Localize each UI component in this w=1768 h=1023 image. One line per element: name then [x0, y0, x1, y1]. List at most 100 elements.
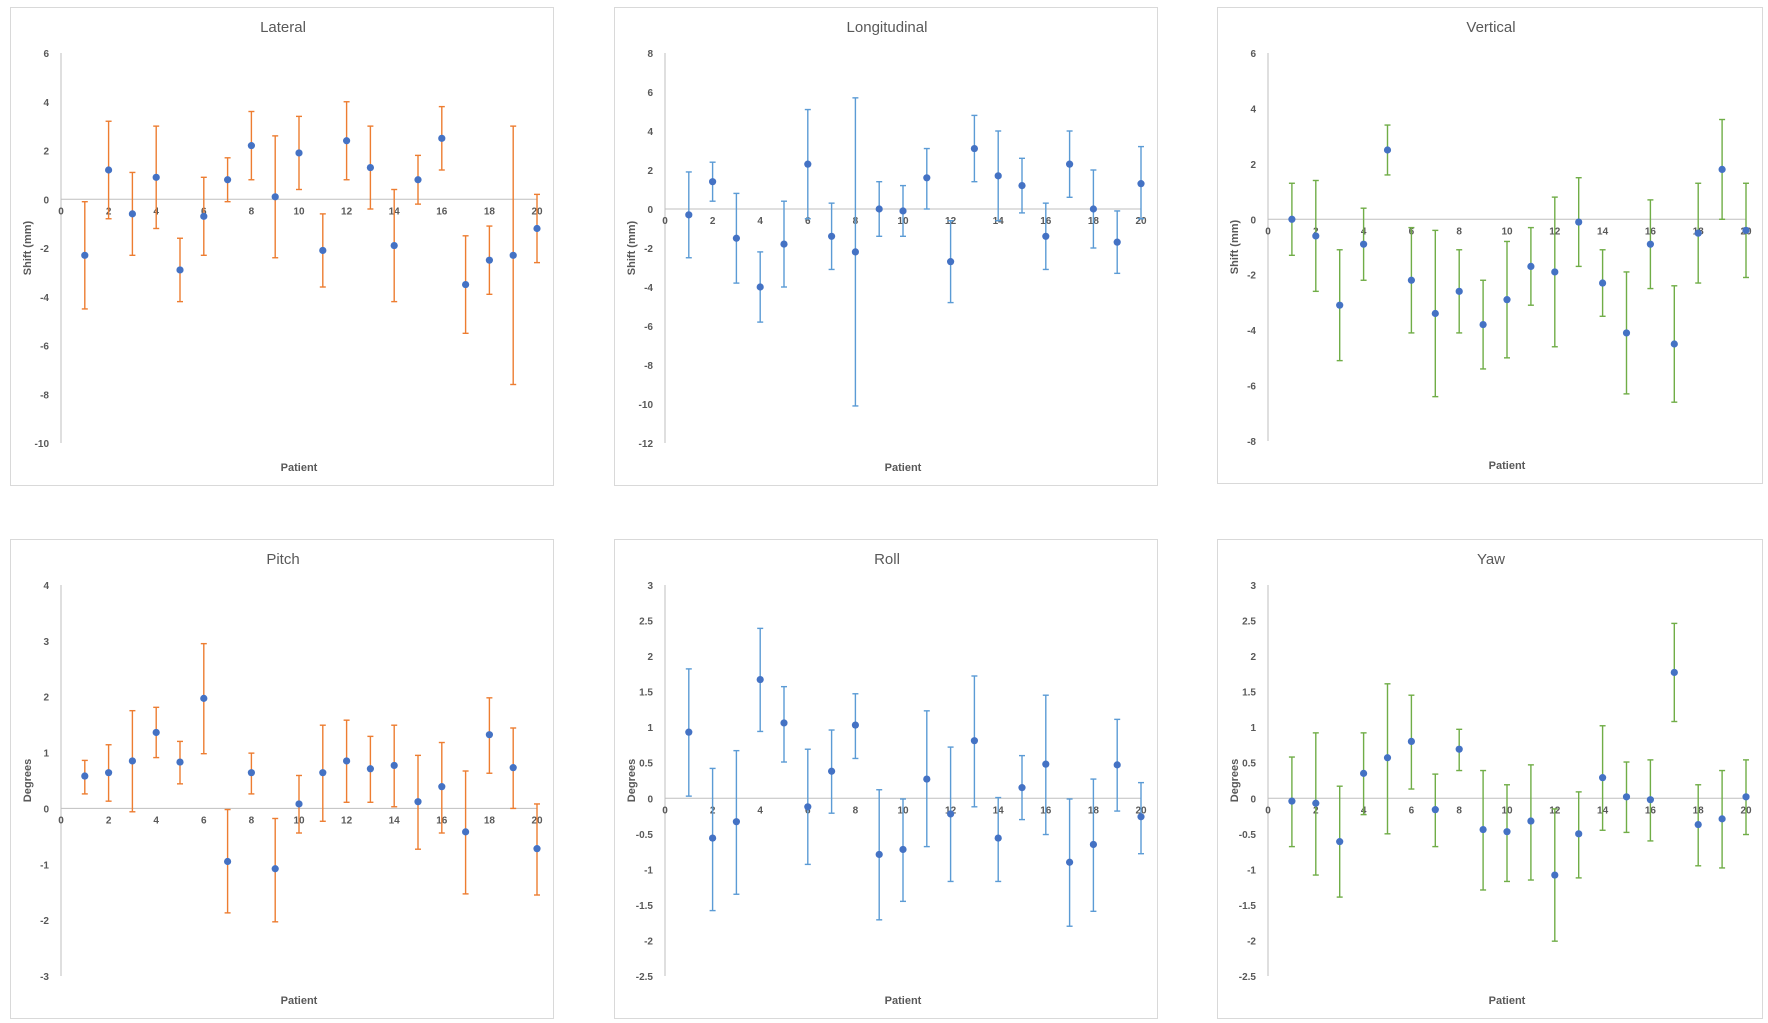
- data-point: [1479, 321, 1487, 329]
- data-point-group: [875, 789, 883, 921]
- data-point: [366, 765, 374, 773]
- y-tick-label: -1.5: [1239, 901, 1257, 912]
- data-point-group: [271, 135, 279, 259]
- data-point: [438, 134, 446, 142]
- data-point: [1336, 301, 1344, 309]
- data-point: [1089, 840, 1097, 849]
- data-point-group: [343, 719, 351, 803]
- x-tick-label: 10: [293, 206, 305, 217]
- data-point: [1407, 276, 1415, 284]
- chart-title: Vertical: [1466, 19, 1515, 36]
- data-point: [1551, 268, 1559, 276]
- y-tick-label: -1: [1247, 865, 1256, 876]
- data-point: [1137, 813, 1145, 821]
- y-tick-label: -2: [644, 936, 653, 947]
- data-point-group: [709, 161, 717, 202]
- data-point: [81, 772, 89, 780]
- data-point-group: [224, 157, 232, 203]
- data-point-group: [1527, 764, 1535, 881]
- data-point-group: [462, 770, 470, 895]
- x-axis-label: Patient: [885, 462, 922, 474]
- data-point: [1312, 232, 1320, 240]
- x-tick-label: 0: [1265, 226, 1271, 237]
- y-tick-label: 8: [647, 49, 653, 60]
- data-point-group: [1575, 177, 1583, 268]
- data-point: [414, 176, 422, 184]
- data-point-group: [1018, 157, 1026, 214]
- data-point-group: [438, 741, 446, 834]
- data-point-group: [1431, 773, 1439, 848]
- y-tick-label: 1: [43, 749, 49, 760]
- data-point: [1137, 180, 1145, 188]
- chart-lateral: Lateral-10-8-6-4-2024602468101214161820P…: [22, 19, 543, 474]
- data-point-group: [414, 754, 422, 850]
- x-tick-label: 0: [58, 815, 64, 826]
- y-tick-label: 0: [647, 205, 653, 216]
- data-point: [875, 850, 883, 859]
- data-point-group: [1503, 240, 1511, 359]
- y-tick-label: -3: [40, 972, 49, 983]
- data-point: [1742, 793, 1750, 801]
- data-point-group: [947, 746, 955, 883]
- data-point: [1018, 784, 1026, 792]
- data-point: [732, 818, 740, 826]
- data-point: [1646, 796, 1654, 804]
- y-tick-label: 3: [1250, 581, 1256, 592]
- y-tick-label: -2: [40, 244, 49, 255]
- data-point-group: [1312, 732, 1320, 876]
- data-point: [1527, 817, 1535, 825]
- x-tick-label: 0: [662, 805, 668, 816]
- y-tick-label: -10: [639, 400, 654, 411]
- data-point: [994, 172, 1002, 180]
- y-tick-label: -2: [1247, 936, 1256, 947]
- data-point-group: [1599, 725, 1607, 831]
- data-point-group: [923, 147, 931, 210]
- data-point-group: [105, 744, 113, 802]
- data-point: [1718, 165, 1726, 173]
- x-tick-label: 4: [153, 815, 159, 826]
- data-point-group: [1066, 798, 1074, 927]
- data-point: [1575, 830, 1583, 838]
- data-point: [200, 212, 208, 220]
- data-point: [1042, 232, 1050, 240]
- data-point-group: [1113, 210, 1121, 275]
- data-point-group: [247, 752, 255, 795]
- data-point: [1383, 146, 1392, 154]
- x-tick-label: 14: [993, 216, 1005, 227]
- data-point: [1018, 182, 1026, 190]
- y-tick-label: 6: [43, 49, 49, 60]
- y-tick-label: -2: [40, 916, 49, 927]
- data-point-group: [1551, 196, 1559, 348]
- data-point-group: [1312, 179, 1320, 293]
- data-point-group: [247, 110, 255, 181]
- chart-panel-vertical: Vertical-8-6-4-2024602468101214161820Pat…: [1217, 7, 1763, 484]
- data-point-group: [485, 697, 493, 774]
- data-point: [533, 845, 541, 853]
- data-point-group: [1137, 781, 1145, 855]
- data-point: [462, 280, 470, 289]
- chart-title: Roll: [874, 551, 900, 568]
- data-point: [1336, 838, 1344, 846]
- data-point-group: [1288, 182, 1296, 257]
- data-point: [1599, 774, 1607, 782]
- y-tick-label: -0.5: [636, 830, 654, 841]
- data-point: [1718, 815, 1726, 823]
- y-tick-label: 2: [1250, 652, 1256, 663]
- data-point: [343, 137, 351, 145]
- y-tick-label: -6: [40, 342, 49, 353]
- data-point: [685, 211, 693, 219]
- x-axis-label: Patient: [1489, 995, 1526, 1007]
- chart-longitudinal: Longitudinal-12-10-8-6-4-202468024681012…: [626, 19, 1147, 474]
- data-point: [1622, 329, 1631, 337]
- chart-panel-lateral: Lateral-10-8-6-4-2024602468101214161820P…: [10, 7, 554, 486]
- data-point-group: [438, 105, 446, 171]
- data-point-group: [1670, 285, 1678, 403]
- data-point-group: [994, 130, 1002, 222]
- data-point: [366, 163, 374, 172]
- x-tick-label: 8: [1456, 805, 1462, 816]
- x-tick-label: 10: [1501, 226, 1513, 237]
- data-point-group: [105, 120, 113, 220]
- y-tick-label: 1: [647, 723, 653, 734]
- data-point: [1066, 160, 1074, 168]
- data-point-group: [685, 668, 693, 797]
